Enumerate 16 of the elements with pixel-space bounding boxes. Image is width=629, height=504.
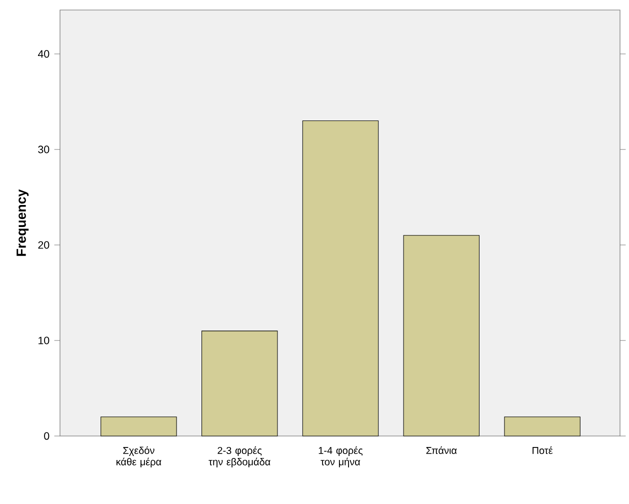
x-tick-label: 1-4 φορές τον μήνα	[318, 446, 363, 468]
y-axis-title: Frequency	[16, 189, 29, 256]
bar	[403, 235, 480, 436]
y-tick-label: 40	[38, 50, 50, 58]
bar	[504, 416, 580, 436]
y-tick-label: 0	[44, 432, 50, 440]
bar	[302, 120, 379, 436]
y-tick-label: 20	[38, 241, 50, 249]
y-tick-label: 30	[38, 146, 50, 154]
x-tick-label: Ποτέ	[532, 446, 553, 454]
bar	[100, 416, 177, 436]
x-tick-label: Σπάνια	[426, 446, 457, 454]
x-tick-label: Σχεδόν κάθε μέρα	[116, 446, 162, 468]
bar	[202, 330, 278, 436]
x-tick-label: 2-3 φορές την εβδομάδα	[208, 446, 270, 468]
y-tick-label: 10	[38, 336, 50, 344]
